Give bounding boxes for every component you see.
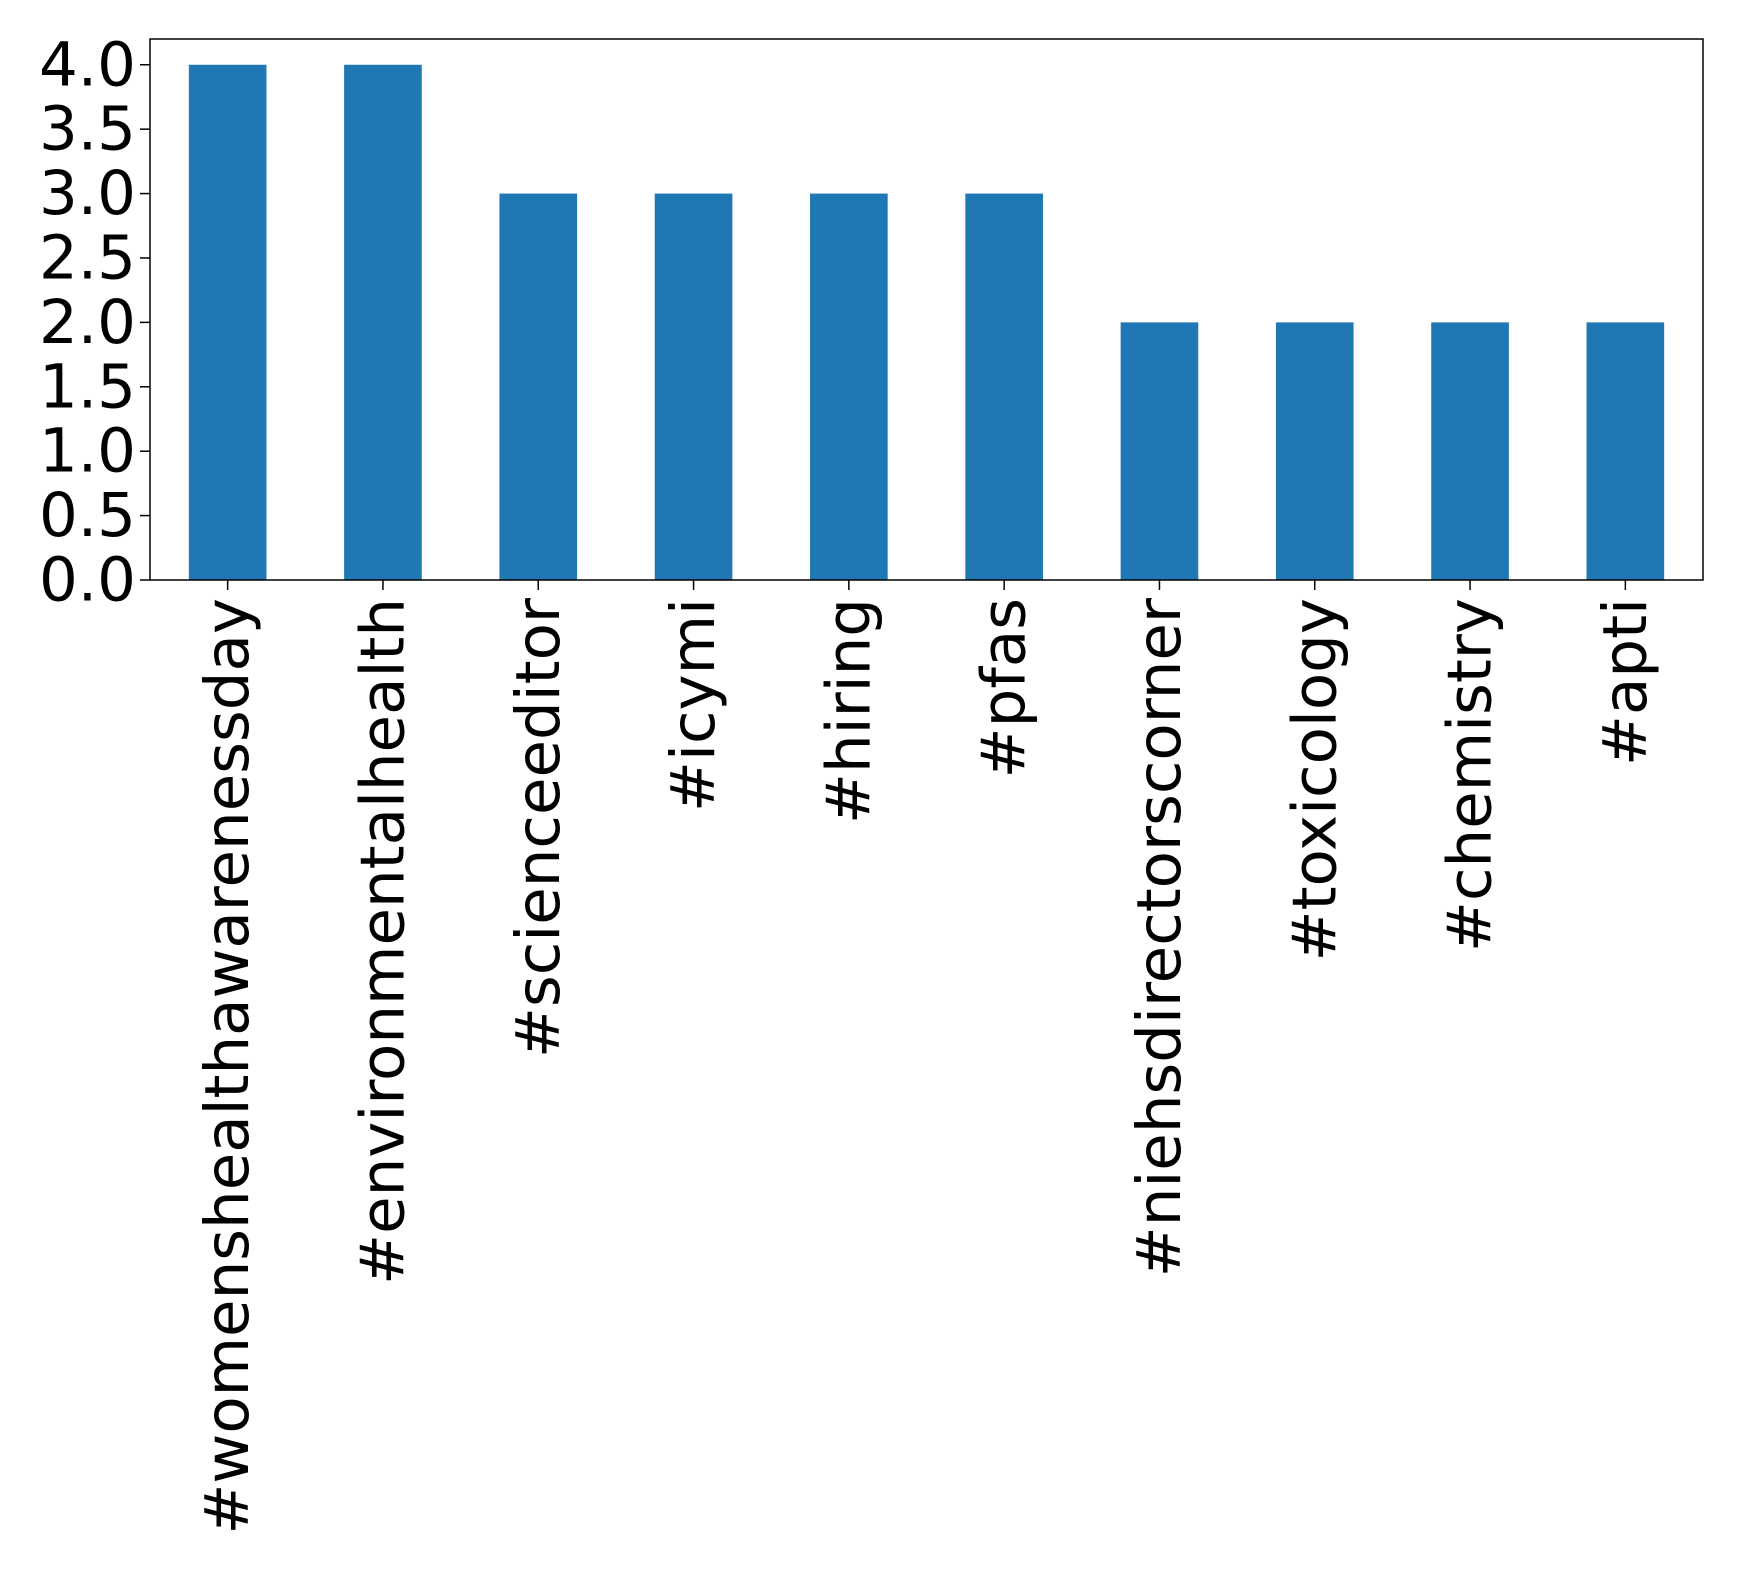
x-tick-label: #icymi <box>658 598 729 812</box>
y-tick-label: 3.5 <box>39 94 136 165</box>
x-tick-label: #scienceeditor <box>503 597 574 1058</box>
bars-group <box>188 64 1665 581</box>
bar-1 <box>344 64 422 580</box>
y-tick-label: 0.0 <box>39 545 136 616</box>
x-tick-label: #chemistry <box>1435 598 1506 952</box>
y-tick-label: 0.5 <box>39 480 136 551</box>
y-tick-label: 1.0 <box>39 416 136 487</box>
x-tick-label: #niehsdirectorscorner <box>1124 597 1195 1277</box>
plot-area-frame <box>149 38 1704 581</box>
bar-3 <box>654 193 733 581</box>
x-tick-label: #hiring <box>813 598 884 824</box>
bar-4 <box>810 193 888 581</box>
y-tick-label: 4.0 <box>39 29 136 100</box>
y-tick-label: 2.0 <box>39 287 136 358</box>
y-tick-label: 2.5 <box>39 222 136 293</box>
x-tick-label: #pfas <box>969 598 1040 778</box>
bar-8 <box>1431 322 1509 580</box>
x-axis: #womenshealthawarenessday #environmentalh… <box>192 580 1661 1535</box>
bar-9 <box>1586 322 1665 580</box>
bar-6 <box>1120 322 1199 580</box>
bar-2 <box>499 193 578 581</box>
bar-0 <box>188 64 267 580</box>
x-tick-label: #environmentalhealth <box>347 598 418 1285</box>
y-axis: 0.00.51.01.52.02.53.03.54.0 <box>39 29 150 616</box>
x-tick-label: #toxicology <box>1279 598 1350 961</box>
y-tick-label: 1.5 <box>39 351 136 422</box>
x-tick-label: #apti <box>1590 598 1661 766</box>
x-tick-label: #womenshealthawarenessday <box>192 598 263 1535</box>
bar-5 <box>965 193 1043 581</box>
bar-7 <box>1275 322 1354 580</box>
y-tick-label: 3.0 <box>39 158 136 229</box>
